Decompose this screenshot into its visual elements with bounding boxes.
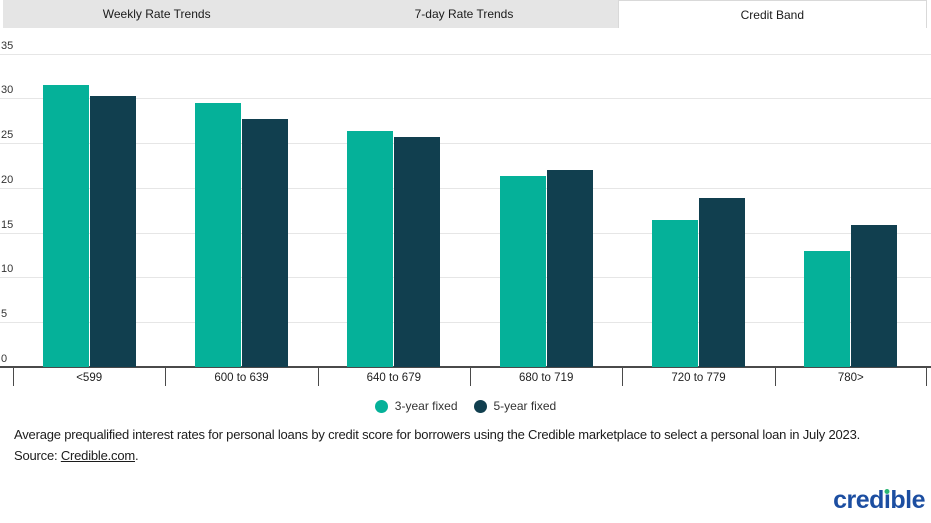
x-axis-category-label: 600 to 639 [214,372,269,384]
x-axis-category-label: 680 to 719 [518,372,574,384]
x-axis-line [0,366,931,368]
y-axis-tick-label: 10 [1,263,14,276]
gridline [0,232,931,234]
bar-5-year-fixed [699,197,745,367]
bar-3-year-fixed [347,131,394,367]
logo-letter-i: ı [883,486,891,515]
gridline [0,53,931,55]
caption-source-line: Source: Credible.com. [14,445,860,466]
x-axis-category-label: 720 to 779 [671,372,726,384]
y-axis-tick-label: 15 [1,218,14,231]
credible-logo: cred ıble [833,486,925,515]
legend-swatch-icon [473,399,487,413]
chart-legend: 3-year fixed 5-year fixed [0,399,931,413]
source-period: . [135,448,139,463]
legend-item-3-year-fixed: 3-year fixed [374,399,458,413]
gridline [0,322,931,324]
chart-caption: Average prequalified interest rates for … [14,424,860,466]
x-axis-tick [774,368,776,386]
bar-5-year-fixed [394,136,441,367]
x-axis-tick [165,368,167,386]
x-axis-tick [470,368,471,386]
y-axis-tick-label: 30 [1,84,14,97]
gridline [0,143,931,145]
bar-5-year-fixed [546,169,593,367]
gridline [0,187,931,189]
y-axis-tick-label: 20 [1,173,14,186]
logo-text-ble: ble [890,486,925,514]
x-axis-category-label: 780> [837,372,864,384]
gridline [0,277,931,279]
legend-label: 5-year fixed [493,399,557,413]
x-axis-category-label: <599 [76,372,103,384]
x-axis-category-label: 640 to 679 [366,372,421,384]
bar-5-year-fixed [851,224,898,367]
x-axis-tick [317,368,319,386]
y-axis-tick-label: 25 [1,129,14,142]
bar-3-year-fixed [652,220,698,367]
source-link[interactable]: Credible.com [60,448,136,463]
bar-chart-plot-area: 0 5 10 15 20 25 30 35 <599 600 to 639 640 to 679 68… [0,28,931,390]
legend-item-5-year-fixed: 5-year fixed [473,399,557,413]
logo-i-dot-icon [884,489,890,494]
tab-credit-band[interactable]: Credit Band [617,0,927,28]
x-axis-tick [13,368,14,386]
legend-swatch-icon [374,399,388,413]
tab-weekly-rate-trends[interactable]: Weekly Rate Trends [3,0,311,28]
caption-text: Average prequalified interest rates for … [14,427,861,442]
y-axis-tick-label: 0 [1,353,8,365]
x-axis-tick [926,368,927,386]
y-axis-tick-label: 35 [1,39,14,52]
bar-5-year-fixed [242,118,288,367]
bar-3-year-fixed [499,176,546,367]
y-axis-tick-label: 5 [1,308,8,321]
logo-text-cred: cred [833,486,884,514]
tab-7-day-rate-trends[interactable]: 7-day Rate Trends [310,0,618,28]
source-label: Source: [14,448,61,463]
bar-3-year-fixed [42,84,89,367]
bar-5-year-fixed [89,96,136,367]
gridline [0,98,931,100]
x-axis-tick [622,368,624,386]
legend-label: 3-year fixed [394,399,458,413]
bar-3-year-fixed [804,251,851,367]
logo-text-i: ı [883,486,891,514]
bar-3-year-fixed [195,102,241,367]
tab-bar: Weekly Rate Trends 7-day Rate Trends Cre… [0,0,931,28]
